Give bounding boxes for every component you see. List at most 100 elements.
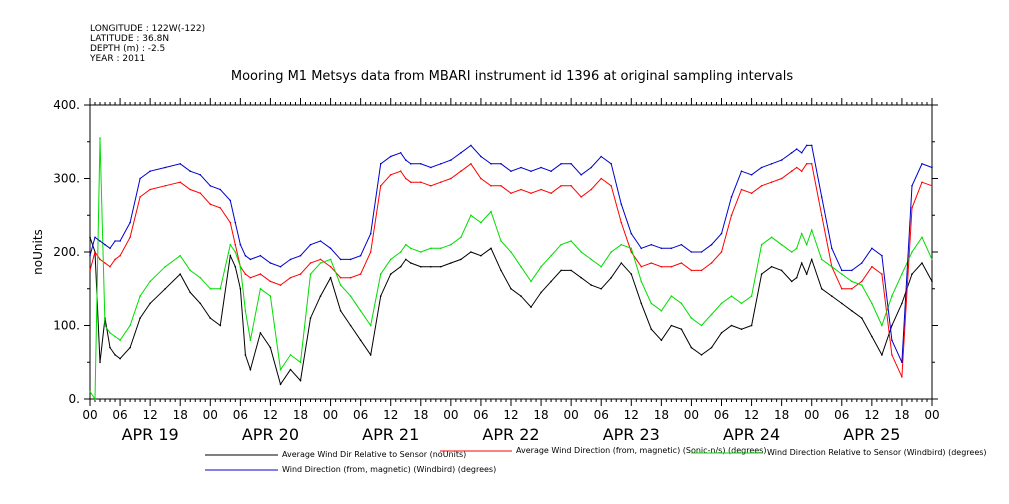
data-point xyxy=(770,181,773,183)
data-point xyxy=(289,258,292,261)
data-point xyxy=(640,302,643,305)
data-point xyxy=(399,265,402,268)
data-point xyxy=(179,254,181,257)
data-point xyxy=(831,295,833,297)
x-tick-label: 18 xyxy=(533,408,548,422)
data-point xyxy=(410,262,412,264)
data-point xyxy=(430,247,432,250)
data-point xyxy=(149,188,151,191)
data-point xyxy=(349,324,352,327)
data-point xyxy=(660,339,663,342)
data-point xyxy=(770,163,773,165)
data-point xyxy=(104,243,106,246)
data-point xyxy=(630,273,633,275)
data-point xyxy=(670,265,673,268)
data-point xyxy=(590,188,592,191)
x-tick-label: 06 xyxy=(112,408,127,422)
data-point xyxy=(710,243,713,246)
data-point xyxy=(780,159,783,161)
data-point xyxy=(740,188,743,191)
data-point xyxy=(750,324,753,327)
data-point xyxy=(841,269,843,272)
data-point xyxy=(740,328,743,331)
data-point xyxy=(219,188,222,191)
data-point xyxy=(199,174,202,176)
data-point xyxy=(369,324,372,327)
data-point xyxy=(89,390,91,393)
data-point xyxy=(420,265,422,268)
data-point xyxy=(339,276,342,279)
series-line-2 xyxy=(89,138,933,401)
data-point xyxy=(911,185,913,187)
data-point xyxy=(560,185,562,187)
data-point xyxy=(820,288,823,290)
data-point xyxy=(339,310,342,312)
data-point xyxy=(319,262,322,264)
data-point xyxy=(690,269,693,272)
day-label: APR 25 xyxy=(843,425,900,444)
data-point xyxy=(780,269,783,272)
data-point xyxy=(650,262,653,264)
x-tick-label: 18 xyxy=(654,408,669,422)
data-point xyxy=(550,192,552,194)
data-point xyxy=(530,170,532,172)
data-point xyxy=(580,196,582,198)
meta-year: YEAR : 2011 xyxy=(89,54,145,64)
data-point xyxy=(450,243,452,246)
data-point xyxy=(104,262,106,264)
data-point xyxy=(129,324,131,327)
data-point xyxy=(630,232,633,235)
data-point xyxy=(510,192,512,194)
data-point xyxy=(99,258,101,261)
data-point xyxy=(500,163,502,165)
data-point xyxy=(149,280,151,283)
data-point xyxy=(861,280,863,283)
data-point xyxy=(700,324,703,327)
data-point xyxy=(921,181,923,183)
data-point xyxy=(405,243,407,246)
data-point xyxy=(720,332,723,334)
data-point xyxy=(440,265,442,268)
data-point xyxy=(319,258,322,261)
data-point xyxy=(189,188,191,191)
data-point xyxy=(269,262,272,264)
data-point xyxy=(690,346,693,349)
data-point xyxy=(805,243,808,246)
meta-latitude: LATITUDE : 36.8N xyxy=(90,34,169,44)
data-point xyxy=(209,317,212,319)
data-point xyxy=(810,163,813,165)
data-point xyxy=(259,288,262,290)
data-point xyxy=(244,273,247,275)
data-point xyxy=(450,262,452,264)
data-point xyxy=(710,313,713,316)
x-tick-label: 00 xyxy=(564,408,579,422)
data-point xyxy=(630,247,633,250)
data-point xyxy=(831,265,833,268)
data-point xyxy=(379,295,382,297)
data-point xyxy=(309,262,312,264)
data-point xyxy=(891,295,893,297)
data-point xyxy=(239,243,242,246)
data-point xyxy=(810,144,813,147)
data-point xyxy=(119,254,121,257)
data-point xyxy=(279,368,282,371)
data-point xyxy=(259,273,262,275)
data-point xyxy=(620,262,623,264)
data-point xyxy=(99,361,101,364)
x-tick-label: 18 xyxy=(774,408,789,422)
data-point xyxy=(369,251,372,253)
data-point xyxy=(580,276,582,279)
data-point xyxy=(750,295,753,297)
data-point xyxy=(430,265,432,268)
data-point xyxy=(114,354,116,356)
data-point xyxy=(389,174,392,176)
data-point xyxy=(244,310,247,312)
data-point xyxy=(430,166,432,169)
data-point xyxy=(680,328,683,331)
data-point xyxy=(881,324,883,327)
data-point xyxy=(405,177,407,180)
data-point xyxy=(500,269,502,272)
data-point xyxy=(760,166,763,169)
x-tick-label: 12 xyxy=(503,408,518,422)
data-point xyxy=(259,254,262,257)
